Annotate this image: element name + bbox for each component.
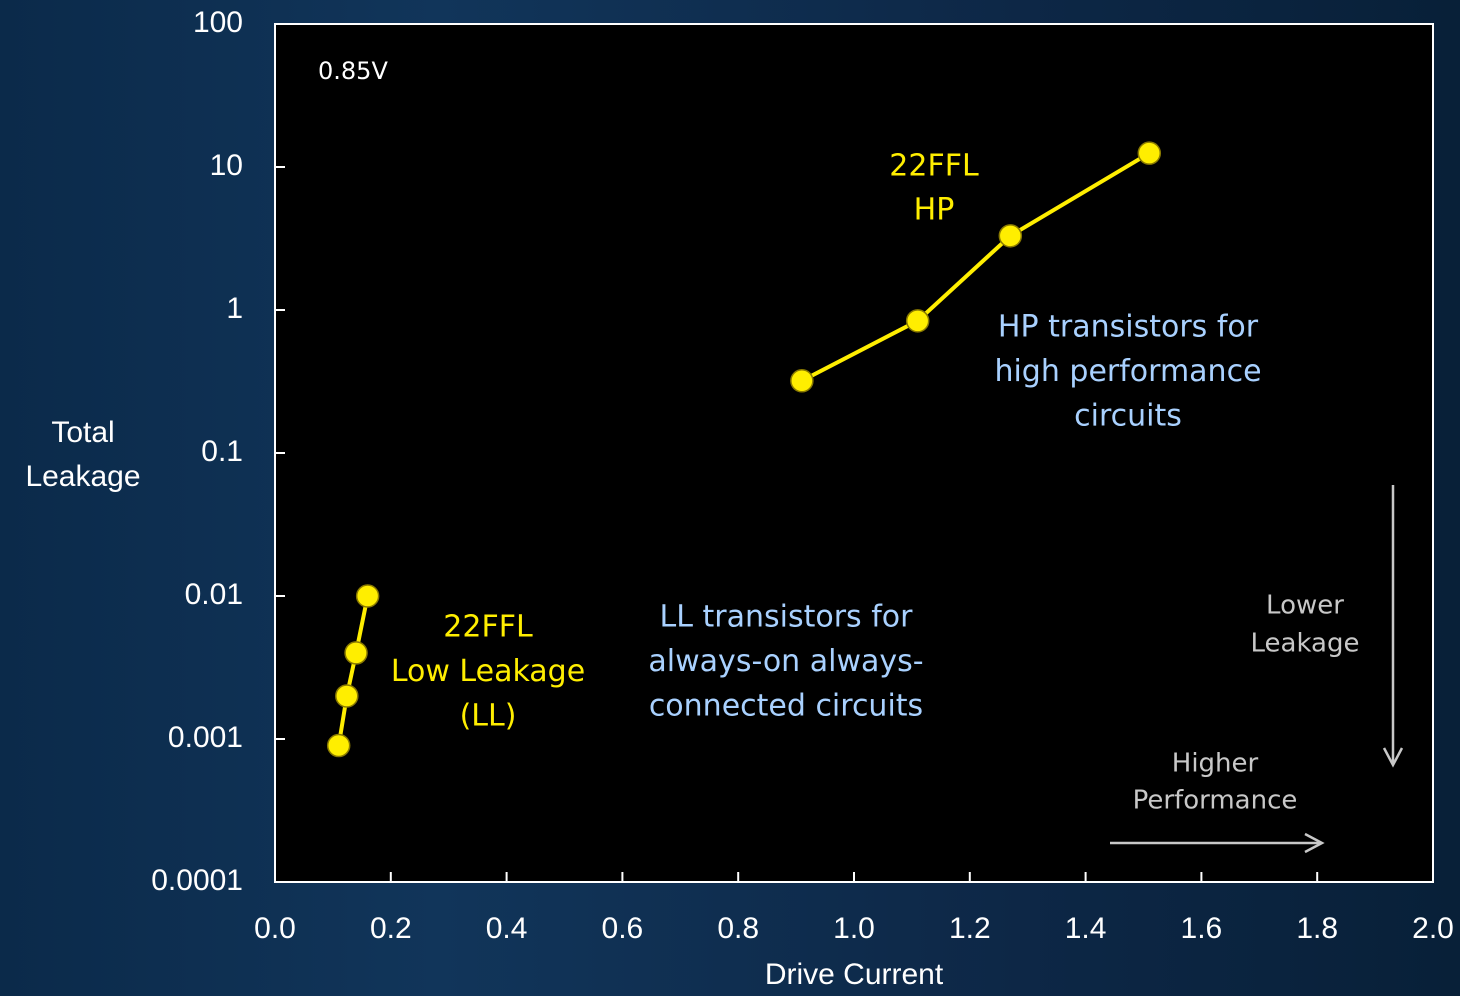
annotation: LL transistors for — [660, 600, 914, 635]
annotation: Leakage — [1251, 629, 1360, 659]
y-tick-label: 10 — [210, 149, 243, 182]
annotation: high performance — [994, 354, 1261, 389]
annotation: always-on always- — [648, 644, 923, 679]
arrow-head — [1304, 832, 1325, 854]
x-tick-label: 1.4 — [1065, 912, 1107, 945]
x-tick-label: 0.4 — [486, 912, 528, 945]
x-tick-label: 0.0 — [254, 912, 296, 945]
data-point — [1137, 141, 1162, 165]
annotation: (LL) — [460, 699, 517, 734]
data-point — [355, 584, 380, 608]
annotation: Performance — [1133, 786, 1298, 816]
plot-area — [274, 23, 1434, 883]
annotation: Low Leakage — [391, 654, 585, 689]
annotation: circuits — [1074, 399, 1182, 434]
x-tick-label: 0.6 — [602, 912, 644, 945]
x-tick-label: 1.0 — [833, 912, 875, 945]
x-tick-label: 0.2 — [370, 912, 412, 945]
data-point — [335, 684, 359, 708]
arrow-head — [1382, 747, 1404, 768]
x-tick-label: 1.2 — [949, 912, 991, 945]
annotation: 22FFL — [889, 149, 979, 184]
data-point — [326, 733, 351, 758]
annotation: Lower — [1266, 591, 1344, 621]
annotation: connected circuits — [649, 689, 923, 724]
y-tick-label: 0.001 — [168, 721, 243, 754]
y-tick-label: 0.1 — [201, 435, 243, 468]
y-tick-label: 0.0001 — [151, 864, 243, 897]
annotation: Higher — [1172, 749, 1259, 779]
annotation: HP transistors for — [998, 310, 1259, 345]
x-tick-label: 0.8 — [717, 912, 759, 945]
annotation: HP — [914, 193, 955, 228]
data-point — [998, 224, 1023, 248]
annotation: 22FFL — [443, 610, 533, 645]
y-axis-label: Total — [51, 416, 114, 449]
data-point — [790, 369, 814, 393]
x-tick-label: 2.0 — [1412, 912, 1454, 945]
y-axis-label: Leakage — [25, 460, 140, 493]
x-tick-label: 1.6 — [1181, 912, 1223, 945]
series-line — [336, 595, 370, 746]
y-tick-label: 0.01 — [185, 578, 243, 611]
data-point — [344, 641, 368, 665]
y-tick-label: 1 — [226, 292, 243, 325]
x-axis-label: Drive Current — [765, 958, 944, 991]
y-tick-label: 100 — [193, 6, 243, 39]
x-tick-label: 1.8 — [1296, 912, 1338, 945]
data-point — [905, 309, 930, 333]
series-line — [800, 151, 1151, 383]
annotation: 0.85V — [318, 57, 388, 85]
